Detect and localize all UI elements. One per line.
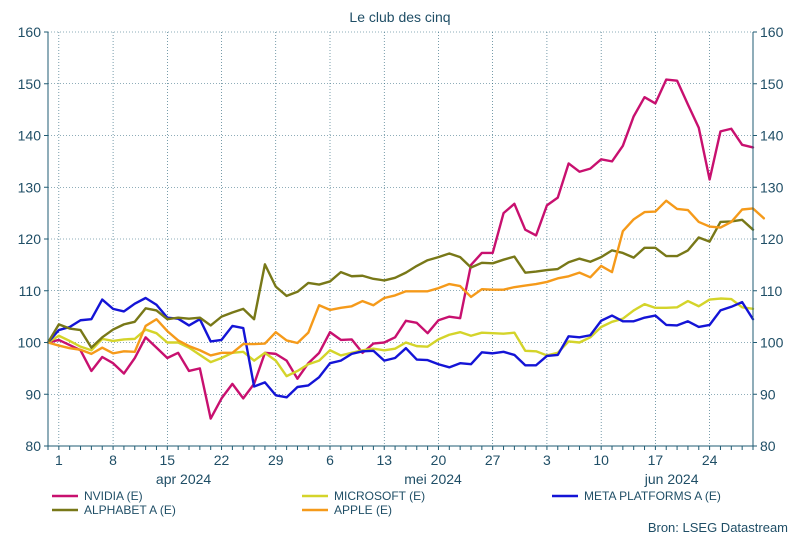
y-tick-label-left: 110 xyxy=(19,283,42,299)
x-tick-label: 15 xyxy=(160,452,176,468)
y-tick-label-right: 90 xyxy=(760,386,776,402)
x-tick-label: 8 xyxy=(109,452,117,468)
month-label: jun 2024 xyxy=(644,471,699,487)
y-tick-label-right: 130 xyxy=(760,179,784,195)
y-tick-label-right: 110 xyxy=(760,283,783,299)
y-tick-label-left: 80 xyxy=(25,438,41,454)
series-line-alphabet-a-e xyxy=(46,218,755,349)
chart-title: Le club des cinq xyxy=(349,9,450,25)
y-tick-label-left: 120 xyxy=(18,231,42,247)
x-tick-label: 29 xyxy=(268,452,284,468)
x-tick-label: 22 xyxy=(214,452,230,468)
x-tick-label: 17 xyxy=(648,452,664,468)
month-label: mei 2024 xyxy=(404,471,462,487)
y-tick-label-right: 160 xyxy=(760,24,784,40)
series-line-meta-platforms-a-e xyxy=(46,296,755,399)
month-label: apr 2024 xyxy=(156,471,211,487)
grid xyxy=(48,31,753,446)
x-tick-label: 13 xyxy=(376,452,392,468)
y-tick-label-right: 140 xyxy=(760,128,784,144)
legend-label-nvidia-e: NVIDIA (E) xyxy=(84,489,143,503)
x-tick-label: 10 xyxy=(593,452,609,468)
y-tick-label-left: 140 xyxy=(18,128,42,144)
x-tick-label: 6 xyxy=(326,452,334,468)
legend: NVIDIA (E) MICROSOFT (E) META PLATFORMS A … xyxy=(52,489,721,517)
y-tick-label-left: 160 xyxy=(18,24,42,40)
x-tick-label: 24 xyxy=(702,452,718,468)
source-note: Bron: LSEG Datastream xyxy=(648,520,788,535)
series-line-apple-e xyxy=(46,199,766,357)
y-tick-label-right: 120 xyxy=(760,231,784,247)
x-tick-label: 1 xyxy=(55,452,63,468)
series-lines xyxy=(46,78,766,420)
y-tick-label-right: 100 xyxy=(760,335,784,351)
legend-label-alphabet-a-e: ALPHABET A (E) xyxy=(84,503,176,517)
y-tick-label-left: 100 xyxy=(18,335,42,351)
series-line-microsoft-e xyxy=(46,297,755,378)
x-tick-label: 20 xyxy=(431,452,447,468)
legend-label-apple-e: APPLE (E) xyxy=(334,503,392,517)
x-tick-label: 3 xyxy=(543,452,551,468)
series-line-nvidia-e xyxy=(46,78,755,420)
y-tick-label-left: 130 xyxy=(18,179,42,195)
y-tick-label-left: 90 xyxy=(25,386,41,402)
legend-label-meta-platforms-a-e: META PLATFORMS A (E) xyxy=(584,489,721,503)
legend-label-microsoft-e: MICROSOFT (E) xyxy=(334,489,425,503)
x-tick-label: 27 xyxy=(485,452,501,468)
y-tick-label-right: 150 xyxy=(760,76,784,92)
y-tick-label-left: 150 xyxy=(18,76,42,92)
y-tick-label-right: 80 xyxy=(760,438,776,454)
